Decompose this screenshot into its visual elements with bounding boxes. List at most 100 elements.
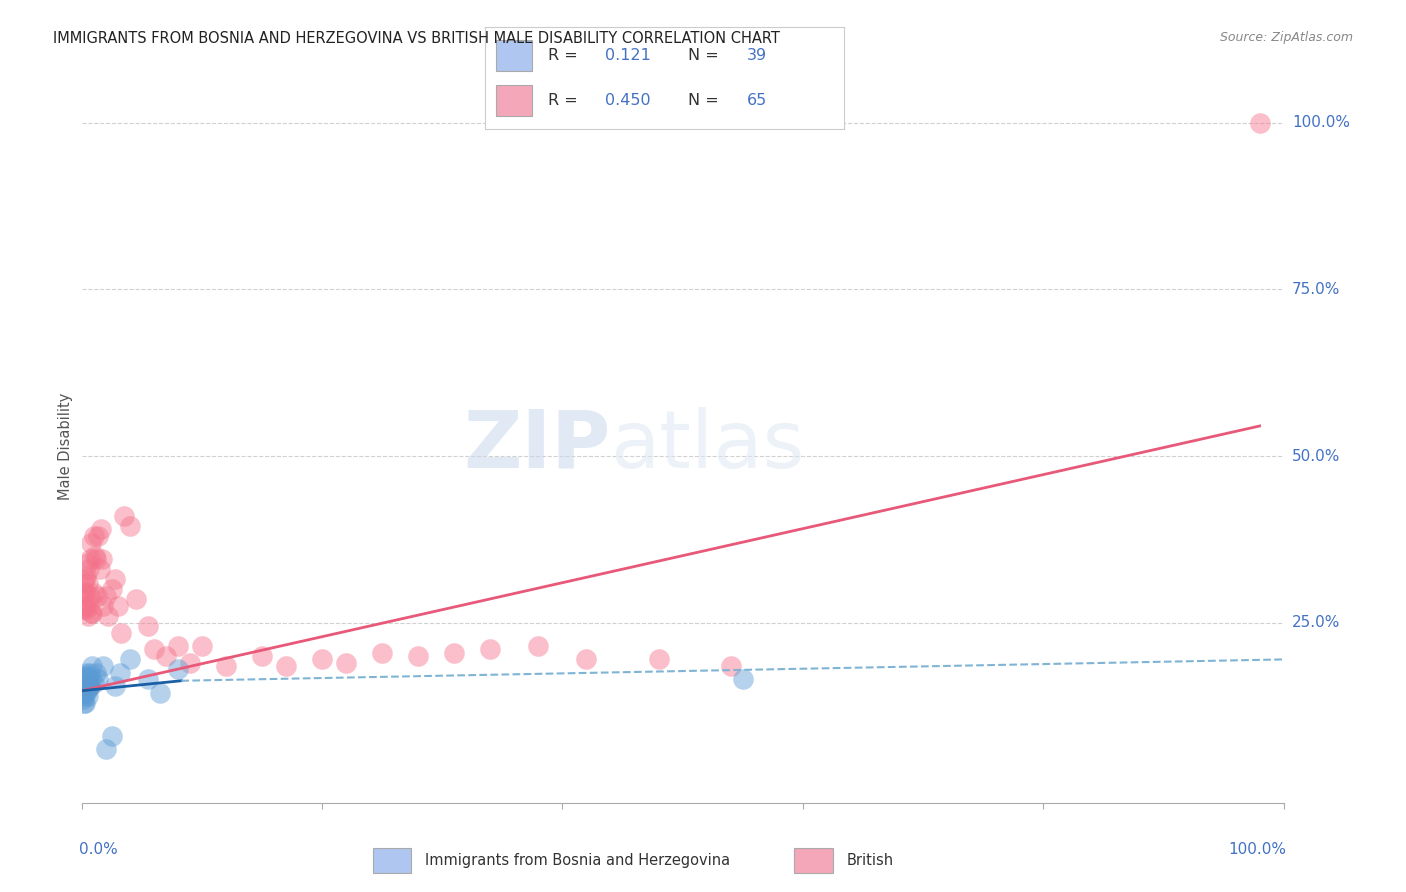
Text: 75.0%: 75.0% bbox=[1292, 282, 1340, 297]
Point bbox=[73, 675, 96, 690]
Point bbox=[311, 652, 333, 666]
Point bbox=[72, 686, 94, 700]
Text: 100.0%: 100.0% bbox=[1292, 115, 1350, 130]
Bar bbox=[496, 86, 531, 116]
Point bbox=[73, 696, 96, 710]
Point bbox=[731, 673, 754, 687]
Point bbox=[84, 665, 107, 680]
Point bbox=[479, 642, 502, 657]
Text: 50.0%: 50.0% bbox=[1292, 449, 1340, 464]
Point bbox=[76, 682, 98, 697]
Text: Immigrants from Bosnia and Herzegovina: Immigrants from Bosnia and Herzegovina bbox=[425, 853, 731, 868]
Bar bbox=[794, 848, 832, 872]
Point bbox=[110, 625, 132, 640]
Point bbox=[77, 679, 100, 693]
Point bbox=[91, 659, 114, 673]
Point bbox=[75, 585, 97, 599]
Point bbox=[76, 556, 98, 570]
Point bbox=[108, 665, 131, 680]
Text: atlas: atlas bbox=[610, 407, 804, 485]
Text: 25.0%: 25.0% bbox=[1292, 615, 1340, 631]
Point bbox=[80, 673, 103, 687]
Point bbox=[89, 562, 111, 576]
Point bbox=[575, 652, 598, 666]
Point bbox=[75, 585, 97, 599]
Point bbox=[83, 675, 105, 690]
Text: British: British bbox=[846, 853, 894, 868]
Point bbox=[75, 673, 97, 687]
Point bbox=[77, 679, 100, 693]
Point bbox=[75, 599, 97, 613]
Point bbox=[87, 673, 110, 687]
Text: 65: 65 bbox=[747, 93, 768, 108]
Point bbox=[80, 606, 103, 620]
Point bbox=[443, 646, 465, 660]
Point bbox=[371, 646, 394, 660]
Point bbox=[77, 562, 100, 576]
Point bbox=[79, 552, 101, 566]
Point bbox=[1249, 115, 1271, 129]
Point bbox=[73, 689, 96, 703]
Point bbox=[75, 569, 97, 583]
Point bbox=[79, 679, 101, 693]
Point bbox=[75, 686, 97, 700]
Text: Source: ZipAtlas.com: Source: ZipAtlas.com bbox=[1219, 31, 1353, 45]
Point bbox=[86, 589, 108, 603]
Point bbox=[142, 642, 165, 657]
Point bbox=[94, 589, 117, 603]
Point bbox=[73, 682, 96, 697]
Point bbox=[100, 729, 122, 743]
Point bbox=[77, 599, 100, 613]
Point bbox=[75, 696, 97, 710]
Point bbox=[179, 656, 201, 670]
Point bbox=[104, 573, 127, 587]
Point bbox=[76, 575, 98, 590]
Point bbox=[75, 673, 97, 687]
Point bbox=[79, 665, 101, 680]
Point bbox=[83, 585, 105, 599]
Point bbox=[136, 673, 159, 687]
Point bbox=[75, 665, 97, 680]
Point bbox=[82, 659, 104, 673]
Point bbox=[79, 679, 101, 693]
Point bbox=[124, 592, 146, 607]
Point bbox=[76, 675, 98, 690]
Point bbox=[91, 552, 114, 566]
Point bbox=[647, 652, 669, 666]
Text: N =: N = bbox=[688, 48, 724, 63]
Point bbox=[104, 679, 127, 693]
Point bbox=[75, 679, 97, 693]
Point bbox=[136, 619, 159, 633]
Point bbox=[72, 679, 94, 693]
Point bbox=[76, 689, 98, 703]
Point bbox=[72, 602, 94, 616]
Point bbox=[75, 679, 97, 693]
Point bbox=[80, 535, 103, 549]
Text: 0.450: 0.450 bbox=[605, 93, 651, 108]
Text: R =: R = bbox=[548, 93, 582, 108]
Point bbox=[75, 673, 97, 687]
Point bbox=[94, 742, 117, 756]
Point bbox=[79, 589, 101, 603]
Point bbox=[274, 659, 297, 673]
Point bbox=[91, 599, 114, 613]
Point bbox=[720, 659, 742, 673]
Point bbox=[118, 652, 141, 666]
Point bbox=[215, 659, 238, 673]
Bar bbox=[373, 848, 412, 872]
Text: R =: R = bbox=[548, 48, 582, 63]
Point bbox=[73, 575, 96, 590]
Point bbox=[335, 656, 357, 670]
Point bbox=[155, 649, 177, 664]
Point bbox=[73, 675, 96, 690]
Text: 39: 39 bbox=[747, 48, 766, 63]
Point bbox=[406, 649, 429, 664]
Text: ZIP: ZIP bbox=[463, 407, 610, 485]
Text: IMMIGRANTS FROM BOSNIA AND HERZEGOVINA VS BRITISH MALE DISABILITY CORRELATION CH: IMMIGRANTS FROM BOSNIA AND HERZEGOVINA V… bbox=[53, 31, 780, 46]
Point bbox=[76, 679, 98, 693]
Point bbox=[76, 669, 98, 683]
Point bbox=[72, 679, 94, 693]
Point bbox=[149, 686, 172, 700]
Point bbox=[90, 522, 112, 536]
Text: 100.0%: 100.0% bbox=[1227, 842, 1286, 857]
